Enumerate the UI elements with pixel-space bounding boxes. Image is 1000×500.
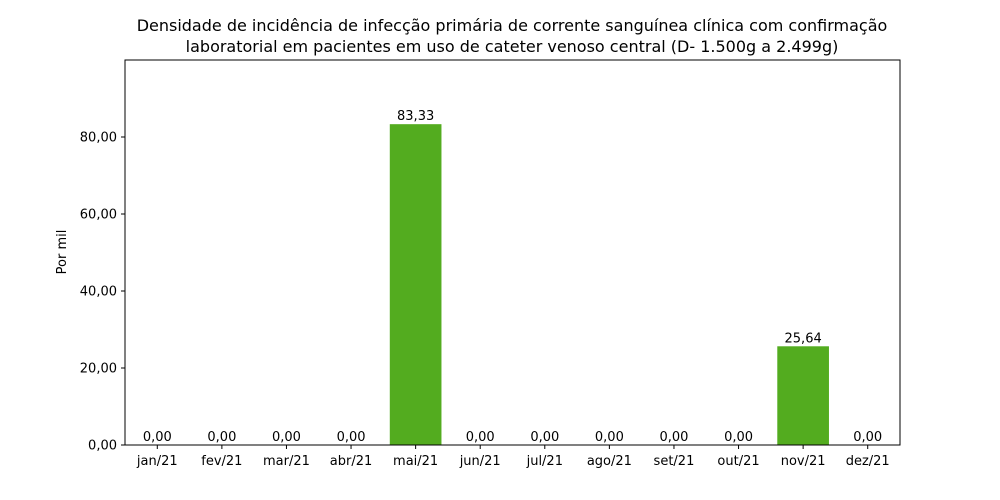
y-tick-label-1: 20,00 xyxy=(80,362,117,377)
bar-mai/21 xyxy=(389,124,442,446)
data-label-set/21: 0,00 xyxy=(659,430,688,445)
data-label-nov/21: 25,64 xyxy=(785,331,822,346)
data-label-mar/21: 0,00 xyxy=(272,430,301,445)
y-axis: 0,00 20,00 40,00 60,00 80,00 xyxy=(80,131,125,454)
y-tick-label-2: 40,00 xyxy=(80,285,117,300)
y-axis-label: Por mil xyxy=(55,230,70,275)
data-label-dez/21: 0,00 xyxy=(853,430,882,445)
data-label-out/21: 0,00 xyxy=(724,430,753,445)
x-tick-label-fev/21: fev/21 xyxy=(201,454,242,469)
x-tick-label-set/21: set/21 xyxy=(654,454,695,469)
data-label-jun/21: 0,00 xyxy=(466,430,495,445)
data-label-jul/21: 0,00 xyxy=(530,430,559,445)
data-label-abr/21: 0,00 xyxy=(337,430,366,445)
chart-title-line-2: laboratorial em pacientes em uso de cate… xyxy=(186,37,839,56)
bar-nov/21 xyxy=(777,346,829,445)
data-label-ago/21: 0,00 xyxy=(595,430,624,445)
x-tick-label-jul/21: jul/21 xyxy=(526,454,563,469)
x-tick-label-jan/21: jan/21 xyxy=(136,454,178,469)
y-tick-label-0: 0,00 xyxy=(88,439,117,454)
bars-layer xyxy=(389,124,829,446)
y-tick-label-4: 80,00 xyxy=(80,131,117,146)
x-tick-label-mai/21: mai/21 xyxy=(393,454,438,469)
x-tick-label-abr/21: abr/21 xyxy=(330,454,373,469)
plot-frame xyxy=(124,59,901,446)
chart-title-line-1: Densidade de incidência de infecção prim… xyxy=(137,16,888,35)
data-label-mai/21: 83,33 xyxy=(397,109,434,124)
x-tick-label-out/21: out/21 xyxy=(717,454,759,469)
x-tick-label-jun/21: jun/21 xyxy=(459,454,501,469)
x-tick-label-mar/21: mar/21 xyxy=(263,454,310,469)
x-axis: jan/21 fev/21 mar/21 abr/21 mai/21 jun/21 jul/… xyxy=(136,445,890,469)
x-tick-label-dez/21: dez/21 xyxy=(846,454,890,469)
data-label-fev/21: 0,00 xyxy=(207,430,236,445)
y-tick-label-3: 60,00 xyxy=(80,208,117,223)
x-tick-label-nov/21: nov/21 xyxy=(781,454,826,469)
data-label-jan/21: 0,00 xyxy=(143,430,172,445)
x-tick-label-ago/21: ago/21 xyxy=(587,454,632,469)
data-labels-layer: 0,00 0,00 0,00 0,00 83,33 0,00 0,00 0,00 0,00 0,0… xyxy=(143,109,882,445)
